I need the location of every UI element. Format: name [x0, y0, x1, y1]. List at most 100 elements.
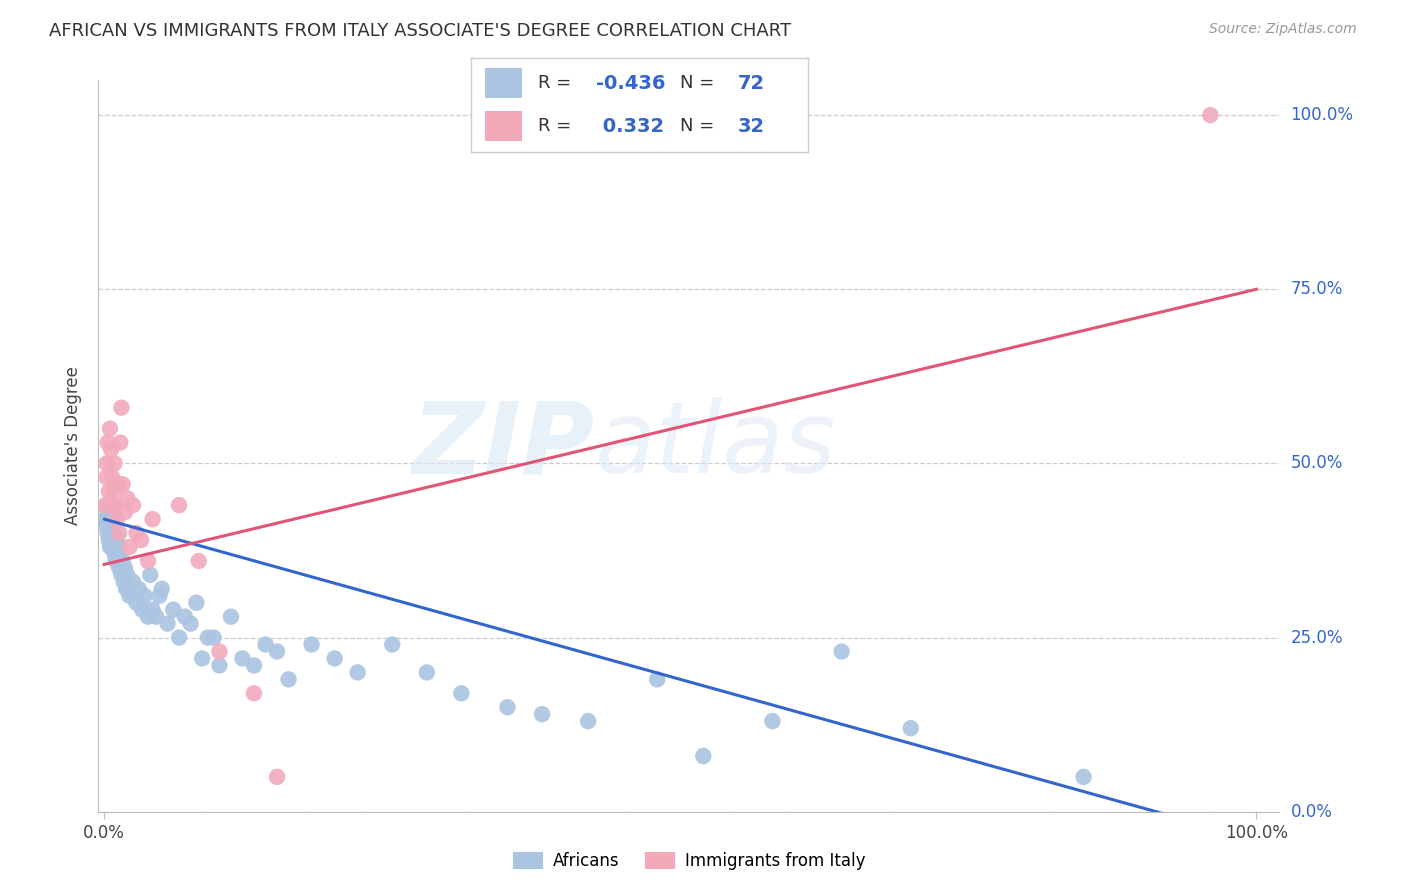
Point — [136, 554, 159, 568]
Text: 0.332: 0.332 — [596, 117, 664, 136]
Text: R =: R = — [538, 118, 578, 136]
Point — [107, 547, 129, 561]
Point — [105, 533, 128, 547]
Point — [150, 582, 173, 596]
Point — [97, 526, 120, 541]
FancyBboxPatch shape — [485, 69, 522, 98]
Point — [112, 574, 135, 589]
Point — [104, 498, 127, 512]
Point — [97, 435, 120, 450]
Point — [108, 561, 131, 575]
Text: 100.0%: 100.0% — [1291, 106, 1354, 124]
Point — [266, 770, 288, 784]
Point — [97, 484, 120, 499]
Point — [692, 749, 714, 764]
Point — [125, 596, 148, 610]
Point — [96, 457, 118, 471]
Point — [122, 498, 145, 512]
Point — [111, 477, 134, 491]
Point — [139, 567, 162, 582]
Point — [900, 721, 922, 735]
Point — [114, 561, 136, 575]
Text: 25.0%: 25.0% — [1291, 629, 1343, 647]
Point — [277, 673, 299, 687]
Text: 75.0%: 75.0% — [1291, 280, 1343, 298]
Text: 72: 72 — [738, 74, 765, 93]
Point — [101, 512, 124, 526]
Point — [167, 498, 190, 512]
Point — [104, 540, 127, 554]
Point — [231, 651, 253, 665]
Point — [134, 589, 156, 603]
Point — [122, 574, 145, 589]
Text: Source: ZipAtlas.com: Source: ZipAtlas.com — [1209, 22, 1357, 37]
Point — [125, 526, 148, 541]
Point — [219, 609, 242, 624]
Point — [118, 540, 141, 554]
Point — [1199, 108, 1222, 122]
Point — [156, 616, 179, 631]
Point — [111, 554, 134, 568]
Y-axis label: Associate's Degree: Associate's Degree — [65, 367, 83, 525]
Text: 0.0%: 0.0% — [1291, 803, 1333, 821]
Point — [101, 498, 124, 512]
Point — [381, 638, 404, 652]
Point — [108, 526, 131, 541]
Point — [101, 540, 124, 554]
Point — [129, 533, 152, 547]
Point — [103, 457, 125, 471]
Point — [100, 526, 122, 541]
Point — [98, 519, 121, 533]
Point — [180, 616, 202, 631]
Point — [100, 505, 122, 519]
Point — [416, 665, 439, 680]
FancyBboxPatch shape — [485, 112, 522, 141]
Point — [173, 609, 195, 624]
Legend: Africans, Immigrants from Italy: Africans, Immigrants from Italy — [506, 845, 872, 877]
Point — [187, 554, 209, 568]
Point — [243, 686, 266, 700]
Point — [243, 658, 266, 673]
Point — [114, 505, 136, 519]
Point — [103, 533, 125, 547]
Text: AFRICAN VS IMMIGRANTS FROM ITALY ASSOCIATE'S DEGREE CORRELATION CHART: AFRICAN VS IMMIGRANTS FROM ITALY ASSOCIA… — [49, 22, 792, 40]
Point — [645, 673, 668, 687]
Point — [450, 686, 472, 700]
Point — [162, 603, 184, 617]
Point — [107, 477, 129, 491]
Point — [104, 554, 127, 568]
Point — [148, 589, 170, 603]
Text: 32: 32 — [738, 117, 765, 136]
Text: R =: R = — [538, 74, 578, 92]
Point — [1073, 770, 1095, 784]
Point — [97, 533, 120, 547]
Point — [202, 631, 225, 645]
Point — [254, 638, 277, 652]
Point — [103, 484, 125, 499]
Point — [101, 470, 124, 484]
Point — [191, 651, 214, 665]
Point — [576, 714, 599, 728]
Point — [96, 470, 118, 484]
Text: ZIP: ZIP — [412, 398, 595, 494]
Point — [266, 644, 288, 658]
Point — [142, 512, 165, 526]
Point — [186, 596, 208, 610]
Point — [103, 547, 125, 561]
Text: atlas: atlas — [595, 398, 837, 494]
Text: -0.436: -0.436 — [596, 74, 665, 93]
Point — [128, 582, 150, 596]
Point — [98, 421, 121, 435]
Point — [323, 651, 346, 665]
Point — [110, 435, 132, 450]
Point — [115, 491, 138, 506]
Point — [136, 609, 159, 624]
Point — [94, 512, 117, 526]
Point — [301, 638, 323, 652]
Point — [145, 609, 167, 624]
Point — [103, 519, 125, 533]
Point — [115, 582, 138, 596]
Text: N =: N = — [681, 118, 720, 136]
Text: 50.0%: 50.0% — [1291, 454, 1343, 473]
Point — [97, 512, 120, 526]
